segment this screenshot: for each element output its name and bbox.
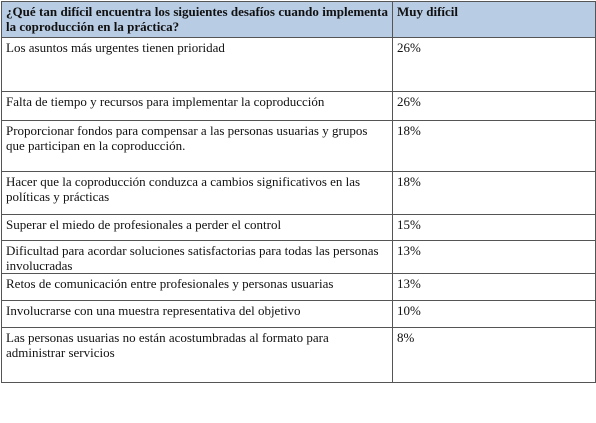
table-row: Falta de tiempo y recursos para implemen… (1, 91, 596, 121)
challenge-cell: Dificultad para acordar soluciones satis… (1, 240, 393, 274)
challenge-cell: Hacer que la coproducción conduzca a cam… (1, 171, 393, 215)
percent-cell: 13% (392, 273, 596, 301)
challenge-cell: Los asuntos más urgentes tienen priorida… (1, 37, 393, 92)
percent-cell: 13% (392, 240, 596, 274)
question-header: ¿Qué tan difícil encuentra los siguiente… (1, 1, 393, 38)
challenge-cell: Las personas usuarias no están acostumbr… (1, 327, 393, 383)
challenge-cell: Proporcionar fondos para compensar a las… (1, 120, 393, 172)
table-row: Dificultad para acordar soluciones satis… (1, 240, 596, 274)
table-row: Superar el miedo de profesionales a perd… (1, 214, 596, 241)
percent-cell: 26% (392, 91, 596, 121)
table-row: Proporcionar fondos para compensar a las… (1, 120, 596, 172)
table-row: Involucrarse con una muestra representat… (1, 300, 596, 328)
challenge-cell: Retos de comunicación entre profesionale… (1, 273, 393, 301)
percent-cell: 15% (392, 214, 596, 241)
challenge-cell: Falta de tiempo y recursos para implemen… (1, 91, 393, 121)
table-row: Hacer que la coproducción conduzca a cam… (1, 171, 596, 215)
percent-cell: 10% (392, 300, 596, 328)
challenge-cell: Superar el miedo de profesionales a perd… (1, 214, 393, 241)
percent-cell: 18% (392, 120, 596, 172)
table-row: Los asuntos más urgentes tienen priorida… (1, 37, 596, 92)
header-row: ¿Qué tan difícil encuentra los siguiente… (1, 1, 596, 38)
percent-cell: 8% (392, 327, 596, 383)
difficulty-column-header: Muy difícil (392, 1, 596, 38)
percent-cell: 26% (392, 37, 596, 92)
percent-cell: 18% (392, 171, 596, 215)
challenges-table: ¿Qué tan difícil encuentra los siguiente… (1, 1, 596, 383)
table-row: Las personas usuarias no están acostumbr… (1, 327, 596, 383)
challenge-cell: Involucrarse con una muestra representat… (1, 300, 393, 328)
table-row: Retos de comunicación entre profesionale… (1, 273, 596, 301)
